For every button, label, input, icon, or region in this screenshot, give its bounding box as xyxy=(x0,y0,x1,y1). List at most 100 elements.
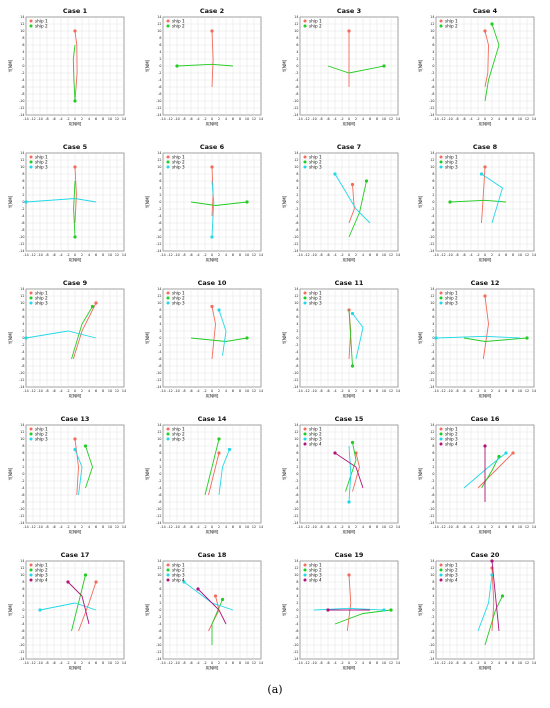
start-point xyxy=(227,447,232,452)
series-line xyxy=(481,173,504,224)
legend-marker xyxy=(439,437,443,441)
legend-label: ship 1 xyxy=(309,563,322,568)
y-tick-label: -14 xyxy=(19,113,24,117)
x-axis-label: X[NM] xyxy=(69,394,82,399)
y-tick-label: 2 xyxy=(296,465,298,469)
series-line xyxy=(74,438,79,496)
y-tick-label: 0 xyxy=(159,64,161,68)
legend-label: ship 2 xyxy=(309,296,322,301)
y-tick-label: -6 xyxy=(295,493,298,497)
y-tick-label: 6 xyxy=(159,315,161,319)
x-tick-label: 0 xyxy=(348,253,350,257)
legend-marker xyxy=(29,427,33,431)
y-tick-label: -14 xyxy=(156,113,161,117)
y-tick-label: 4 xyxy=(22,186,24,190)
x-tick-label: 8 xyxy=(376,117,378,121)
y-tick-label: -10 xyxy=(156,643,161,647)
y-tick-label: -10 xyxy=(429,235,434,239)
start-point xyxy=(182,580,186,584)
legend-label: ship 2 xyxy=(172,296,185,301)
x-tick-label: 12 xyxy=(115,661,119,665)
series-line xyxy=(477,574,493,632)
x-tick-label: -14 xyxy=(160,525,165,529)
y-tick-label: 12 xyxy=(157,294,161,298)
y-tick-label: 0 xyxy=(159,336,161,340)
legend-label: ship 2 xyxy=(172,160,185,165)
x-tick-label: -10 xyxy=(311,117,316,121)
x-tick-label: -14 xyxy=(160,253,165,257)
x-tick-label: 10 xyxy=(518,525,522,529)
case-panel: Case 7-14 -12 -10 -8 -6 -4 -2 0 2 4 6 8 10 12 14-14-12… xyxy=(282,143,400,263)
y-tick-label: 14 xyxy=(157,287,161,291)
y-tick-label: -6 xyxy=(295,85,298,89)
x-tick-label: -12 xyxy=(167,253,172,257)
y-tick-label: 12 xyxy=(157,566,161,570)
series-line xyxy=(190,337,248,342)
series-line xyxy=(346,574,352,632)
series-line xyxy=(313,607,385,611)
x-tick-label: -2 xyxy=(66,389,69,393)
x-tick-label: -6 xyxy=(326,117,329,121)
legend-marker xyxy=(29,296,33,300)
series-line xyxy=(484,30,489,88)
y-tick-label: -12 xyxy=(293,242,298,246)
y-tick-label: 6 xyxy=(22,315,24,319)
plot-title: Case 13 xyxy=(61,415,90,423)
start-point xyxy=(196,587,200,591)
x-tick-label: 8 xyxy=(239,253,241,257)
series-line xyxy=(208,452,220,496)
series-line xyxy=(74,166,77,224)
plot-title: Case 14 xyxy=(198,415,227,423)
y-tick-label: -10 xyxy=(156,507,161,511)
legend-marker xyxy=(166,296,170,300)
y-tick-label: 10 xyxy=(20,29,24,33)
legend-label: ship 3 xyxy=(172,437,185,442)
start-point xyxy=(364,179,369,183)
y-tick-label: -2 xyxy=(158,207,161,211)
start-point xyxy=(382,64,386,68)
y-tick-label: 12 xyxy=(294,158,298,162)
y-tick-label: 6 xyxy=(159,179,161,183)
x-tick-label: -14 xyxy=(23,525,28,529)
x-tick-label: 10 xyxy=(245,525,249,529)
start-point xyxy=(504,451,508,455)
legend-marker xyxy=(303,563,307,567)
y-tick-label: 10 xyxy=(294,29,298,33)
start-point xyxy=(217,451,221,455)
series-line xyxy=(211,306,216,360)
start-point xyxy=(483,165,487,169)
y-tick-label: 14 xyxy=(157,423,161,427)
case-panel: Case 15-14 -12 -10 -8 -6 -4 -2 0 2 4 6 8 10 12 14-14-1… xyxy=(282,415,400,535)
x-tick-label: 14 xyxy=(396,525,400,529)
legend-label: ship 3 xyxy=(445,573,458,578)
x-tick-label: 6 xyxy=(369,661,371,665)
legend-marker xyxy=(303,427,307,431)
x-tick-label: -14 xyxy=(433,253,438,257)
x-tick-label: -6 xyxy=(189,525,192,529)
x-tick-label: 0 xyxy=(74,661,76,665)
x-axis-label: X[NM] xyxy=(479,666,492,671)
start-point xyxy=(210,29,214,33)
y-tick-label: 14 xyxy=(430,15,434,19)
y-tick-label: 10 xyxy=(157,437,161,441)
x-tick-label: -4 xyxy=(196,661,199,665)
x-tick-label: -2 xyxy=(340,117,343,121)
x-tick-label: 14 xyxy=(122,117,126,121)
series-line xyxy=(334,173,371,224)
legend-label: ship 2 xyxy=(445,24,458,29)
start-point xyxy=(245,200,249,204)
legend-label: ship 2 xyxy=(445,160,458,165)
y-tick-label: 8 xyxy=(22,444,24,448)
x-tick-label: -6 xyxy=(326,661,329,665)
legend-label: ship 4 xyxy=(309,442,322,447)
y-axis-label: Y[NM] xyxy=(282,195,287,209)
x-tick-label: 4 xyxy=(88,253,90,257)
x-tick-label: 8 xyxy=(512,253,514,257)
y-tick-label: -8 xyxy=(431,228,434,232)
x-tick-label: 0 xyxy=(211,661,213,665)
start-point xyxy=(350,440,355,445)
y-tick-label: -6 xyxy=(431,629,434,633)
x-tick-label: -12 xyxy=(440,253,445,257)
y-tick-label: -8 xyxy=(295,636,298,640)
start-point xyxy=(94,301,98,305)
